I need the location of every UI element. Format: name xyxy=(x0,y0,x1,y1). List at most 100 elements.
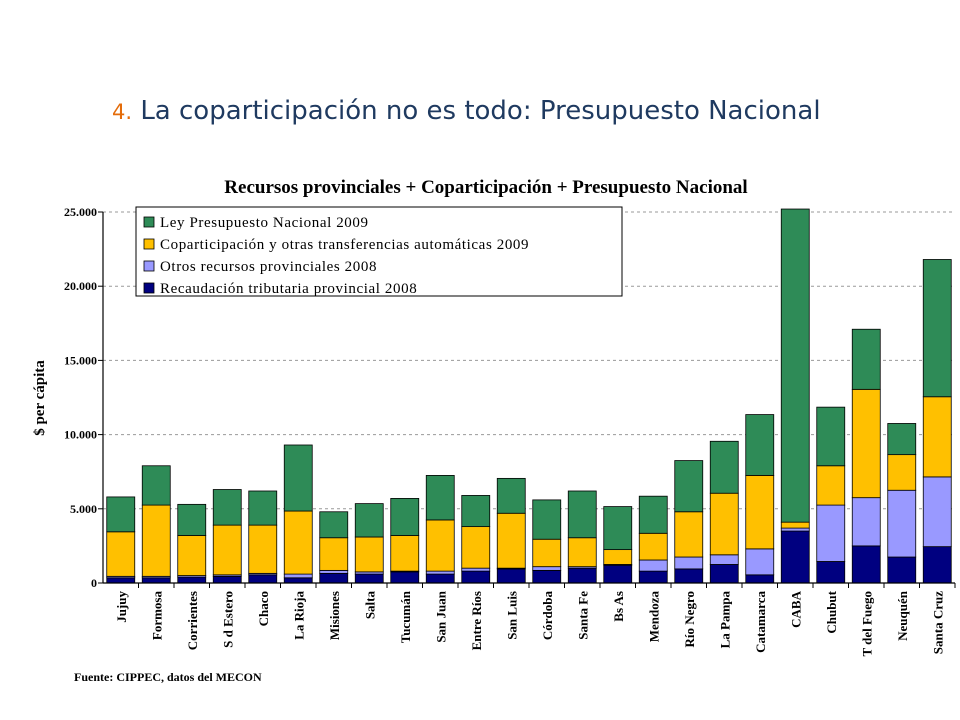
x-tick-label: Jujuy xyxy=(114,591,129,623)
y-tick-label: 25.000 xyxy=(64,205,97,219)
bar-segment xyxy=(745,414,775,476)
x-tick-label: Córdoba xyxy=(540,591,555,641)
bar-segment xyxy=(461,526,491,569)
bar-segment xyxy=(319,511,349,539)
bar-segment xyxy=(674,460,704,513)
legend-box xyxy=(135,206,623,297)
bar-segment xyxy=(248,490,278,526)
bar-segment xyxy=(106,496,136,533)
bar-segment xyxy=(567,537,597,568)
y-tick-label: 20.000 xyxy=(64,279,97,293)
legend-label: Coparticipación y otras transferencias a… xyxy=(160,237,529,253)
x-tick-label: Santa Cruz xyxy=(930,591,945,654)
bar-segment xyxy=(425,570,455,575)
bar-segment xyxy=(780,530,810,584)
bar-segment xyxy=(887,556,917,584)
bar-segment xyxy=(354,503,384,538)
bar-segment xyxy=(745,574,775,584)
legend-swatch xyxy=(143,282,155,294)
bar-segment xyxy=(674,568,704,584)
bar-segment xyxy=(887,489,917,558)
bar-segment xyxy=(709,440,739,494)
bar-segment xyxy=(709,564,739,584)
bar-segment xyxy=(177,576,207,584)
bar-segment xyxy=(390,535,420,572)
bar-segment xyxy=(638,495,668,534)
x-tick-label: Río Negro xyxy=(682,591,697,647)
bar-segment xyxy=(354,573,384,584)
bar-segment xyxy=(390,498,420,536)
x-tick-label: Mendoza xyxy=(646,591,661,643)
bar-segment xyxy=(177,503,207,536)
bar-segment xyxy=(922,546,952,584)
bar-segment xyxy=(283,577,313,584)
y-tick-label: 0 xyxy=(91,576,97,590)
x-tick-label: Chaco xyxy=(256,591,271,626)
bar-segment xyxy=(603,549,633,565)
bar-segment xyxy=(461,495,491,528)
bar-segment xyxy=(496,512,526,569)
bar-segment xyxy=(603,506,633,551)
y-axis-label: $ per cápita xyxy=(32,360,48,436)
bar-segment xyxy=(851,497,881,547)
bar-segment xyxy=(887,423,917,456)
bar-segment xyxy=(532,538,562,568)
bar-segment xyxy=(425,475,455,521)
bar-segment xyxy=(816,406,846,467)
x-tick-label: Chubut xyxy=(824,590,839,633)
source-note: Fuente: CIPPEC, datos del MECON xyxy=(74,670,262,684)
chart-title: Recursos provinciales + Coparticipación … xyxy=(224,177,747,198)
x-tick-label: Catamarca xyxy=(753,591,768,653)
bar-segment xyxy=(425,573,455,584)
bar-segment xyxy=(709,554,739,565)
x-tick-label: S d Estero xyxy=(220,591,235,648)
bar-segment xyxy=(603,564,633,584)
y-tick-label: 10.000 xyxy=(64,428,97,442)
bar-segment xyxy=(461,570,491,584)
bar-segment xyxy=(248,574,278,584)
x-tick-label: Misiones xyxy=(327,591,342,640)
bar-segment xyxy=(461,567,491,572)
bar-segment xyxy=(816,504,846,562)
bar-segment xyxy=(532,569,562,584)
bar-segment xyxy=(212,575,242,584)
x-tick-label: Salta xyxy=(362,591,377,620)
x-tick-label: CABA xyxy=(788,590,803,627)
bar-segment xyxy=(922,259,952,398)
slide-title-text: La coparticipación no es todo: Presupues… xyxy=(140,96,821,126)
bar-segment xyxy=(141,465,171,506)
bar-segment xyxy=(780,208,810,523)
bar-segment xyxy=(674,511,704,558)
slide-number: 4. xyxy=(112,100,133,124)
bar-segment xyxy=(212,489,242,526)
bar-segment xyxy=(319,569,349,574)
y-tick-label: 15.000 xyxy=(64,353,97,367)
bar-segment xyxy=(319,537,349,571)
bar-segment xyxy=(425,519,455,572)
bar-segment xyxy=(816,561,846,584)
bar-segment xyxy=(106,577,136,584)
bar-segment xyxy=(674,556,704,570)
x-tick-label: Neuquén xyxy=(895,590,910,641)
bar-segment xyxy=(780,521,810,529)
x-tick-label: Entre Ríos xyxy=(469,591,484,650)
bar-segment xyxy=(745,475,775,550)
x-tick-label: La Pampa xyxy=(717,591,732,649)
legend-label: Ley Presupuesto Nacional 2009 xyxy=(160,215,369,231)
bar-segment xyxy=(851,388,881,499)
x-tick-label: San Juan xyxy=(433,590,448,642)
bar-segment xyxy=(922,396,952,478)
legend-swatch xyxy=(143,238,155,250)
legend-label: Otros recursos provinciales 2008 xyxy=(160,259,377,275)
bar-segment xyxy=(709,492,739,556)
x-tick-label: Bs As xyxy=(611,591,626,622)
x-tick-label: San Luis xyxy=(504,591,519,640)
bar-segment xyxy=(106,531,136,577)
slide-title: 4. La coparticipación no es todo: Presup… xyxy=(112,96,821,126)
bar-segment xyxy=(532,499,562,540)
bar-segment xyxy=(887,454,917,491)
bar-segment xyxy=(567,490,597,539)
bar-segment xyxy=(496,568,526,584)
bar-segment xyxy=(141,577,171,584)
